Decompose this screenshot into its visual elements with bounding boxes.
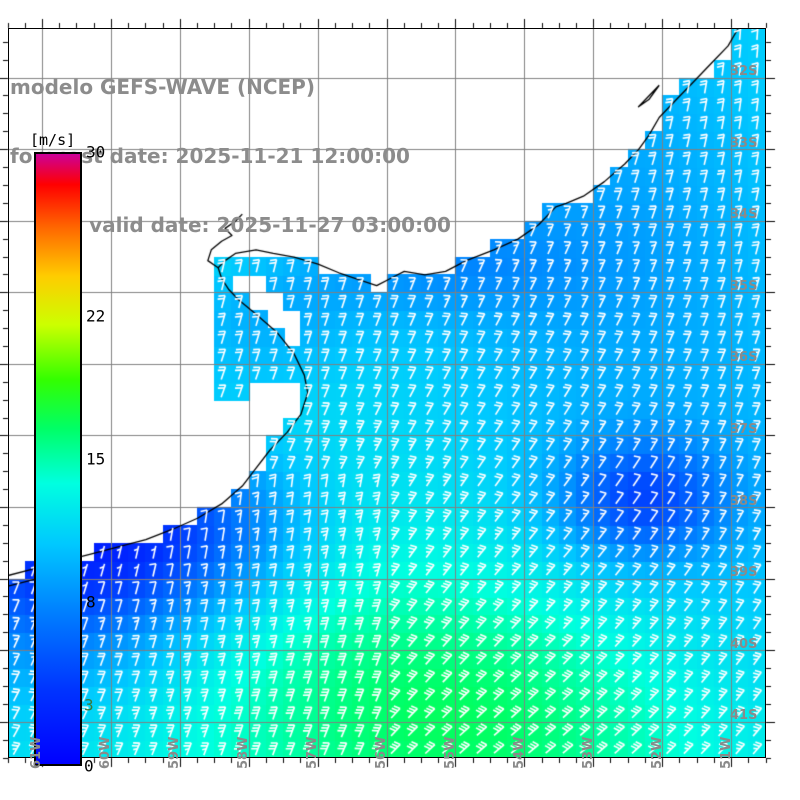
lon-label-51W: 51W: [718, 736, 734, 769]
lon-label-53W: 53W: [580, 736, 596, 769]
colorbar-tick-15: 15: [86, 449, 106, 469]
lat-label-40S: 40S: [730, 636, 758, 652]
colorbar-tick-8: 8: [86, 592, 96, 612]
lon-label-57W: 57W: [305, 736, 321, 769]
lat-label-32S: 32S: [730, 64, 758, 80]
lon-label-61W: 61W: [29, 736, 45, 769]
lat-label-41S: 41S: [730, 708, 758, 724]
lon-label-59W: 59W: [167, 736, 183, 769]
lat-label-35S: 35S: [730, 278, 758, 294]
colorbar-tick-3: 3: [84, 695, 94, 715]
lon-label-52W: 52W: [649, 736, 665, 769]
title-valid-date: valid date: 2025-11-27 03:00:00: [89, 213, 451, 237]
colorbar[interactable]: [34, 152, 82, 766]
lat-label-39S: 39S: [730, 565, 758, 581]
lat-label-36S: 36S: [730, 350, 758, 366]
lat-label-37S: 37S: [730, 421, 758, 437]
lon-label-54W: 54W: [511, 736, 527, 769]
lon-label-55W: 55W: [442, 736, 458, 769]
colorbar-tick-30: 30: [86, 142, 106, 162]
colorbar-tick-0: 0: [84, 756, 94, 776]
lon-label-60W: 60W: [98, 736, 114, 769]
title-model-line: modelo GEFS-WAVE (NCEP): [10, 75, 315, 99]
colorbar-gradient: [34, 152, 82, 766]
colorbar-tick-22: 22: [86, 306, 106, 326]
lat-label-33S: 33S: [730, 135, 758, 151]
lon-label-58W: 58W: [236, 736, 252, 769]
colorbar-unit-label: [m/s]: [30, 131, 76, 149]
lon-label-56W: 56W: [374, 736, 389, 769]
lat-label-34S: 34S: [730, 207, 758, 223]
lat-label-38S: 38S: [730, 493, 758, 509]
